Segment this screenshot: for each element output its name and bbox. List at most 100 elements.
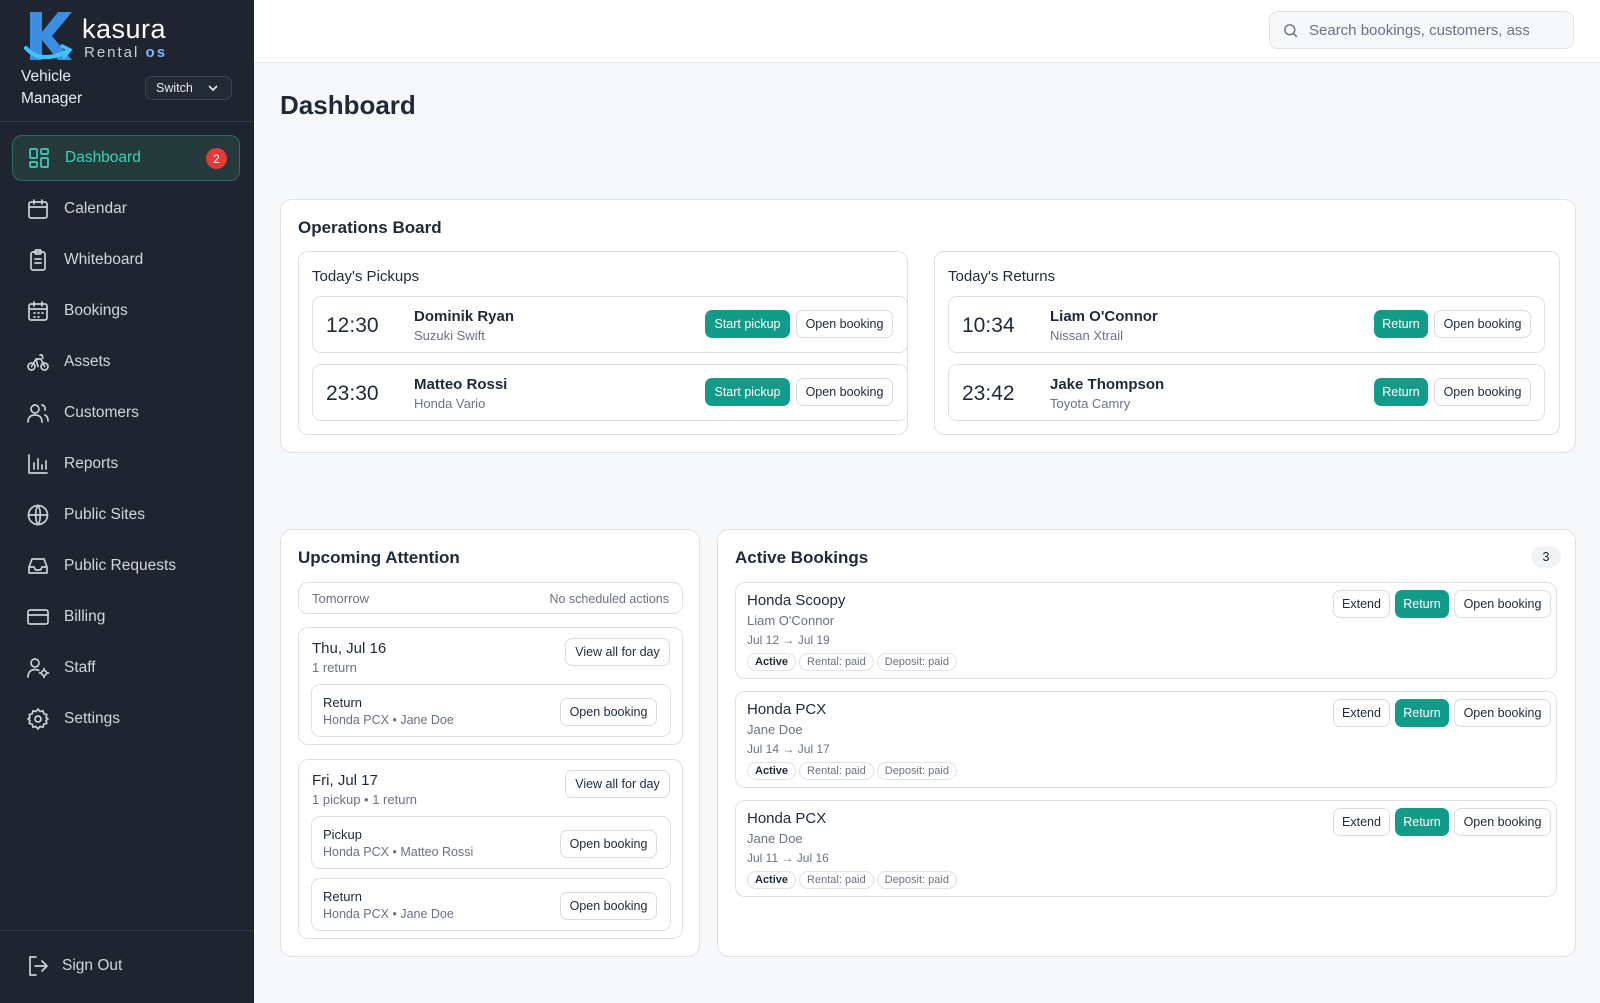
extend-button[interactable]: Extend — [1333, 590, 1390, 618]
open-booking-button[interactable]: Open booking — [796, 310, 893, 338]
tomorrow-row: Tomorrow No scheduled actions — [298, 582, 683, 614]
return-button[interactable]: Return — [1395, 808, 1449, 836]
booking-vehicle: Honda PCX — [747, 810, 827, 827]
sidebar-item-public-sites[interactable]: Public Sites — [12, 492, 240, 538]
booking-dates: Jul 14 → Jul 17 — [747, 742, 830, 756]
open-booking-button[interactable]: Open booking — [1454, 590, 1551, 618]
return-button[interactable]: Return — [1395, 699, 1449, 727]
booking-customer: Jane Doe — [747, 831, 803, 846]
sidebar: kasura Rental os Vehicle Manager Switch … — [0, 0, 254, 1003]
start-pickup-button[interactable]: Start pickup — [705, 310, 790, 338]
top-bar — [254, 0, 1600, 63]
brand-logo[interactable]: kasura Rental os — [22, 8, 242, 64]
sign-out-label: Sign Out — [62, 957, 123, 974]
bookings-icon — [26, 299, 50, 323]
day-date: Fri, Jul 17 — [312, 772, 378, 789]
extend-button[interactable]: Extend — [1333, 699, 1390, 727]
vehicle-name: Toyota Camry — [1050, 396, 1131, 411]
sidebar-item-label: Customers — [64, 404, 139, 421]
pickup-row[interactable]: 23:30 Matteo Rossi Honda Vario Start pic… — [312, 364, 908, 421]
sidebar-item-staff[interactable]: Staff — [12, 645, 240, 691]
sidebar-item-label: Reports — [64, 455, 119, 472]
return-button[interactable]: Return — [1395, 590, 1449, 618]
item-detail: Honda PCX • Jane Doe — [323, 907, 454, 921]
open-booking-button[interactable]: Open booking — [796, 378, 893, 406]
pickup-time: 12:30 — [326, 314, 379, 337]
sidebar-item-settings[interactable]: Settings — [12, 696, 240, 742]
status-badge: Active — [747, 762, 797, 780]
sidebar-item-whiteboard[interactable]: Whiteboard — [12, 237, 240, 283]
customer-name: Matteo Rossi — [414, 376, 508, 393]
open-booking-button[interactable]: Open booking — [1454, 699, 1551, 727]
operations-board-title: Operations Board — [298, 218, 442, 237]
sidebar-item-calendar[interactable]: Calendar — [12, 186, 240, 232]
sidebar-item-reports[interactable]: Reports — [12, 441, 240, 487]
status-badge: Active — [747, 871, 797, 889]
sidebar-item-label: Staff — [64, 659, 96, 676]
sidebar-item-assets[interactable]: Assets — [12, 339, 240, 385]
sign-out-button[interactable]: Sign Out — [26, 954, 122, 978]
tomorrow-note: No scheduled actions — [549, 592, 669, 606]
deposit-payment-badge: Deposit: paid — [876, 871, 957, 889]
inbox-icon — [26, 554, 50, 578]
tomorrow-label: Tomorrow — [312, 591, 370, 606]
attention-item[interactable]: Return Honda PCX • Jane Doe Open booking — [311, 878, 671, 931]
open-booking-button[interactable]: Open booking — [560, 698, 657, 726]
booking-vehicle: Honda Scoopy — [747, 592, 846, 609]
sidebar-item-bookings[interactable]: Bookings — [12, 288, 240, 334]
bicycle-icon — [26, 350, 50, 374]
return-button[interactable]: Return — [1374, 378, 1428, 406]
sidebar-divider — [0, 121, 254, 122]
active-booking-row[interactable]: Honda Scoopy Liam O'Connor Jul 12 → Jul … — [735, 582, 1557, 679]
attention-item[interactable]: Return Honda PCX • Jane Doe Open booking — [311, 684, 671, 737]
sidebar-item-label: Settings — [64, 710, 121, 727]
open-booking-button[interactable]: Open booking — [1434, 310, 1531, 338]
item-type: Return — [323, 695, 363, 710]
brand-subtitle: Rental os — [84, 44, 167, 61]
pickup-row[interactable]: 12:30 Dominik Ryan Suzuki Swift Start pi… — [312, 296, 908, 353]
sidebar-item-label: Public Requests — [64, 557, 177, 574]
day-group: Fri, Jul 17 1 pickup • 1 return View all… — [298, 759, 683, 939]
sidebar-item-label: Billing — [64, 608, 106, 625]
switch-role-button[interactable]: Switch — [145, 76, 232, 100]
kasura-logo-icon — [24, 12, 73, 60]
return-time: 23:42 — [962, 382, 1015, 405]
start-pickup-button[interactable]: Start pickup — [705, 378, 790, 406]
extend-button[interactable]: Extend — [1333, 808, 1390, 836]
active-booking-row[interactable]: Honda PCX Jane Doe Jul 11 → Jul 16 Activ… — [735, 800, 1557, 897]
open-booking-button[interactable]: Open booking — [1434, 378, 1531, 406]
search-icon — [1284, 23, 1298, 37]
return-button[interactable]: Return — [1374, 310, 1428, 338]
booking-vehicle: Honda PCX — [747, 701, 827, 718]
day-date: Thu, Jul 16 — [312, 640, 387, 657]
open-booking-button[interactable]: Open booking — [560, 892, 657, 920]
open-booking-button[interactable]: Open booking — [560, 830, 657, 858]
bar-chart-icon — [26, 452, 50, 476]
return-row[interactable]: 23:42 Jake Thompson Toyota Camry Return … — [948, 364, 1545, 421]
active-booking-row[interactable]: Honda PCX Jane Doe Jul 14 → Jul 17 Activ… — [735, 691, 1557, 788]
open-booking-button[interactable]: Open booking — [1454, 808, 1551, 836]
sidebar-item-label: Whiteboard — [64, 251, 144, 268]
status-badge: Active — [747, 653, 797, 671]
sidebar-item-customers[interactable]: Customers — [12, 390, 240, 436]
return-row[interactable]: 10:34 Liam O'Connor Nissan Xtrail Return… — [948, 296, 1545, 353]
pickup-time: 23:30 — [326, 382, 379, 405]
customer-name: Dominik Ryan — [414, 308, 515, 325]
item-detail: Honda PCX • Jane Doe — [323, 713, 454, 727]
calendar-icon — [26, 197, 50, 221]
customer-name: Jake Thompson — [1050, 376, 1165, 393]
search-input[interactable] — [1309, 21, 1529, 39]
operations-board-card: Operations Board Today's Pickups 12:30 D… — [280, 199, 1576, 453]
globe-icon — [26, 503, 50, 527]
active-bookings-count: 3 — [1531, 546, 1561, 568]
search-box[interactable] — [1269, 11, 1574, 49]
view-all-for-day-button[interactable]: View all for day — [565, 770, 670, 798]
chevron-down-icon — [208, 85, 218, 92]
sidebar-item-billing[interactable]: Billing — [12, 594, 240, 640]
sidebar-item-public-requests[interactable]: Public Requests — [12, 543, 240, 589]
view-all-for-day-button[interactable]: View all for day — [565, 638, 670, 666]
attention-item[interactable]: Pickup Honda PCX • Matteo Rossi Open boo… — [311, 816, 671, 869]
todays-returns-panel: Today's Returns 10:34 Liam O'Connor Niss… — [934, 251, 1560, 435]
sidebar-item-dashboard[interactable]: Dashboard 2 — [12, 135, 240, 181]
sidebar-item-label: Bookings — [64, 302, 128, 319]
